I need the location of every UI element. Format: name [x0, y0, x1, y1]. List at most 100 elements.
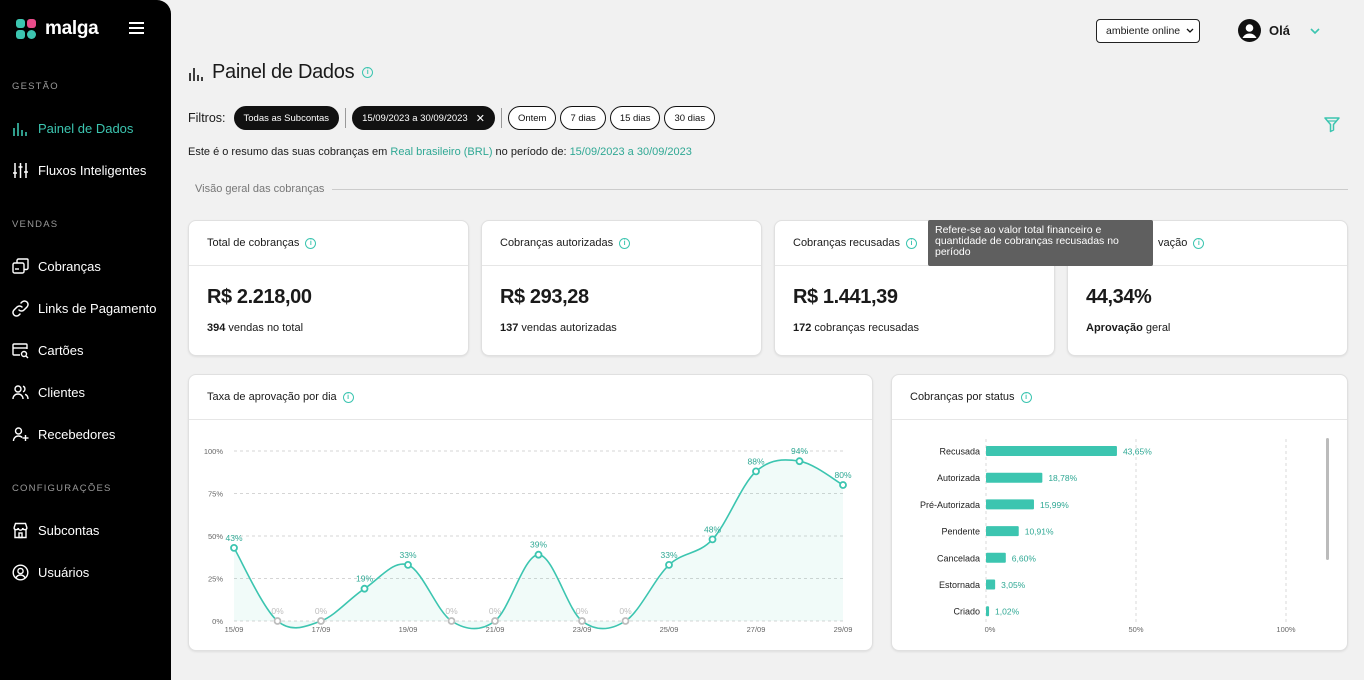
category-label: Criado: [953, 607, 980, 617]
overview-title: Visão geral das cobranças: [195, 183, 325, 195]
chevron-down-icon: [1186, 28, 1194, 33]
data-point: [839, 481, 847, 489]
store-icon: [13, 522, 28, 538]
info-icon[interactable]: i: [362, 67, 374, 78]
x-tick-label: 27/09: [747, 625, 766, 634]
x-tick-label: 100%: [1276, 625, 1296, 634]
sliders-icon: [13, 162, 28, 178]
card-value: R$ 293,28: [500, 286, 589, 308]
sidebar-item-label: Painel de Dados: [38, 120, 134, 136]
divider: [500, 108, 502, 128]
sidebar-item-label: Recebedores: [38, 426, 116, 442]
data-point: [665, 560, 673, 569]
chip-label: 30 dias: [674, 112, 706, 124]
sidebar-item-label: Cartões: [38, 342, 84, 358]
data-label: 0%: [315, 606, 328, 616]
sidebar-item-fluxos-inteligentes[interactable]: Fluxos Inteligentes: [12, 159, 162, 181]
sidebar-item-clientes[interactable]: Clientes: [12, 381, 162, 403]
charges-icon: [12, 257, 29, 274]
y-tick-label: 25%: [208, 575, 223, 584]
chip-label: Todas as Subcontas: [243, 112, 330, 124]
data-label: 3,05%: [1001, 580, 1026, 590]
user-menu[interactable]: Olá: [1238, 19, 1290, 42]
data-point: [360, 584, 369, 593]
chevron-down-icon[interactable]: [1308, 24, 1322, 38]
menu-toggle-icon[interactable]: [129, 22, 144, 34]
info-icon[interactable]: i: [305, 237, 317, 249]
sidebar-item-cobrancas[interactable]: Cobranças: [12, 255, 162, 277]
filter-label: Filtros:: [188, 111, 226, 125]
data-point: [317, 617, 325, 625]
info-icon[interactable]: i: [619, 237, 631, 249]
environment-select[interactable]: ambiente online: [1096, 19, 1200, 43]
data-label: 33%: [660, 550, 677, 560]
data-label: 0%: [489, 606, 502, 616]
date-range-filter-chip[interactable]: 15/09/2023 a 30/09/2023 ✕: [352, 106, 495, 130]
sidebar-item-label: Usuários: [38, 564, 90, 580]
brand-logo[interactable]: malga: [16, 18, 99, 40]
card-title: Total de cobranças: [207, 237, 300, 249]
section-label-vendas: VENDAS: [12, 219, 59, 230]
x-tick-label: 17/09: [312, 625, 331, 634]
category-label: Estornada: [939, 580, 980, 590]
data-label: 10,91%: [1025, 527, 1054, 537]
data-label: 15,99%: [1040, 500, 1069, 510]
user-circle-icon: [12, 563, 29, 581]
malga-logo-icon: [16, 18, 37, 40]
quick-filter-ontem[interactable]: Ontem: [507, 106, 557, 130]
users-icon: [12, 384, 29, 399]
summary-prefix: Este é o resumo das suas cobranças em: [188, 146, 388, 158]
info-icon[interactable]: i: [1020, 391, 1032, 403]
sidebar-item-usuarios[interactable]: Usuários: [12, 561, 162, 583]
sidebar-item-recebedores[interactable]: Recebedores: [12, 423, 162, 445]
user-greeting: Olá: [1269, 23, 1290, 38]
data-point: [795, 457, 804, 466]
filter-icon[interactable]: [1323, 115, 1341, 133]
info-icon[interactable]: i: [1193, 237, 1205, 249]
y-tick-label: 0%: [212, 617, 223, 626]
x-tick-label: 21/09: [486, 625, 505, 634]
panel-title: Cobranças por status: [910, 391, 1015, 403]
data-label: 43%: [225, 533, 242, 543]
data-label: 6,60%: [1012, 553, 1037, 563]
data-point: [491, 617, 499, 625]
scrollbar[interactable]: [1326, 438, 1329, 560]
card-value: R$ 1.441,39: [793, 286, 898, 308]
sidebar-item-cartoes[interactable]: Cartões: [12, 339, 162, 361]
overview-section-header: Visão geral das cobranças: [195, 183, 1348, 195]
card-value: 44,34%: [1086, 286, 1152, 308]
quick-filter-7-dias[interactable]: 7 dias: [560, 106, 606, 130]
bar: [986, 526, 1019, 537]
info-icon[interactable]: i: [906, 237, 918, 249]
page-title: Painel de Dados i: [188, 61, 374, 84]
x-tick-label: 29/09: [834, 625, 853, 634]
user-plus-icon: [12, 426, 29, 441]
status-bar-chart: 0% 50% 100% Recusada 43,65% Autorizada 18,78% P…: [920, 439, 1296, 634]
data-point: [621, 617, 630, 625]
status-panel: Cobranças por status i 0% 50% 100% Recusada 4…: [891, 374, 1348, 651]
data-label: 94%: [791, 446, 808, 456]
card-title: vação: [1158, 237, 1188, 249]
card-value: R$ 2.218,00: [207, 286, 312, 308]
quick-filter-30-dias[interactable]: 30 dias: [664, 106, 716, 130]
brand-name: malga: [45, 18, 99, 39]
close-icon[interactable]: ✕: [475, 112, 485, 125]
data-point: [273, 617, 282, 625]
sidebar-item-painel-de-dados[interactable]: Painel de Dados: [12, 117, 162, 139]
chip-label: 15/09/2023 a 30/09/2023: [362, 112, 468, 124]
data-point: [534, 550, 543, 559]
kpi-card-autorizadas: Cobranças autorizadas i R$ 293,28 137 ven…: [481, 220, 762, 356]
link-icon: [12, 299, 29, 317]
bar: [986, 472, 1043, 483]
subaccounts-filter-chip[interactable]: Todas as Subcontas: [233, 106, 340, 130]
data-label: 88%: [747, 456, 764, 466]
divider: [345, 108, 347, 128]
x-tick-label: 23/09: [573, 625, 592, 634]
data-label: 48%: [704, 524, 721, 534]
sidebar-item-subcontas[interactable]: Subcontas: [12, 519, 162, 541]
sidebar-item-links-de-pagamento[interactable]: Links de Pagamento: [12, 297, 162, 319]
info-icon[interactable]: i: [342, 391, 354, 403]
data-label: 0%: [619, 606, 632, 616]
summary-period: 15/09/2023 a 30/09/2023: [569, 146, 692, 158]
quick-filter-15-dias[interactable]: 15 dias: [609, 106, 661, 130]
